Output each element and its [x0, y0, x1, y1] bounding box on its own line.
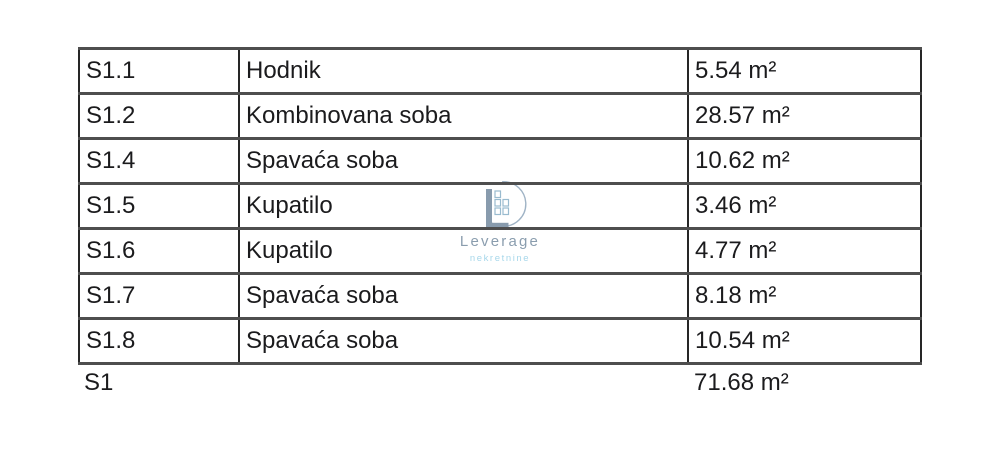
- room-area: 28.57 m²: [687, 92, 922, 140]
- room-code: S1.5: [78, 182, 240, 230]
- table-row: S1.6 Kupatilo 4.77 m²: [78, 227, 922, 275]
- room-area: 4.77 m²: [687, 227, 922, 275]
- room-code: S1.4: [78, 137, 240, 185]
- room-name: Spavaća soba: [238, 137, 689, 185]
- table-row: S1.8 Spavaća soba 10.54 m²: [78, 317, 922, 365]
- room-area: 3.46 m²: [687, 182, 922, 230]
- room-name: Kupatilo: [238, 182, 689, 230]
- room-name: Spavaća soba: [238, 272, 689, 320]
- room-code: S1.8: [78, 317, 240, 365]
- room-name: Kombinovana soba: [238, 92, 689, 140]
- total-unit-area: 71.68 m²: [694, 369, 789, 396]
- room-areas-table: S1.1 Hodnik 5.54 m² S1.2 Kombinovana sob…: [78, 47, 922, 365]
- room-name: Spavaća soba: [238, 317, 689, 365]
- room-code: S1.7: [78, 272, 240, 320]
- room-area: 8.18 m²: [687, 272, 922, 320]
- table-row: S1.5 Kupatilo 3.46 m²: [78, 182, 922, 230]
- total-row: S1 71.68 m²: [78, 364, 920, 402]
- room-code: S1.2: [78, 92, 240, 140]
- room-area: 5.54 m²: [687, 47, 922, 95]
- room-area: 10.62 m²: [687, 137, 922, 185]
- table-row: S1.2 Kombinovana soba 28.57 m²: [78, 92, 922, 140]
- table-row: S1.1 Hodnik 5.54 m²: [78, 47, 922, 95]
- room-name: Hodnik: [238, 47, 689, 95]
- total-unit-code: S1: [84, 369, 114, 396]
- table-row: S1.7 Spavaća soba 8.18 m²: [78, 272, 922, 320]
- room-code: S1.6: [78, 227, 240, 275]
- room-name: Kupatilo: [238, 227, 689, 275]
- table-row: S1.4 Spavaća soba 10.62 m²: [78, 137, 922, 185]
- room-code: S1.1: [78, 47, 240, 95]
- room-area: 10.54 m²: [687, 317, 922, 365]
